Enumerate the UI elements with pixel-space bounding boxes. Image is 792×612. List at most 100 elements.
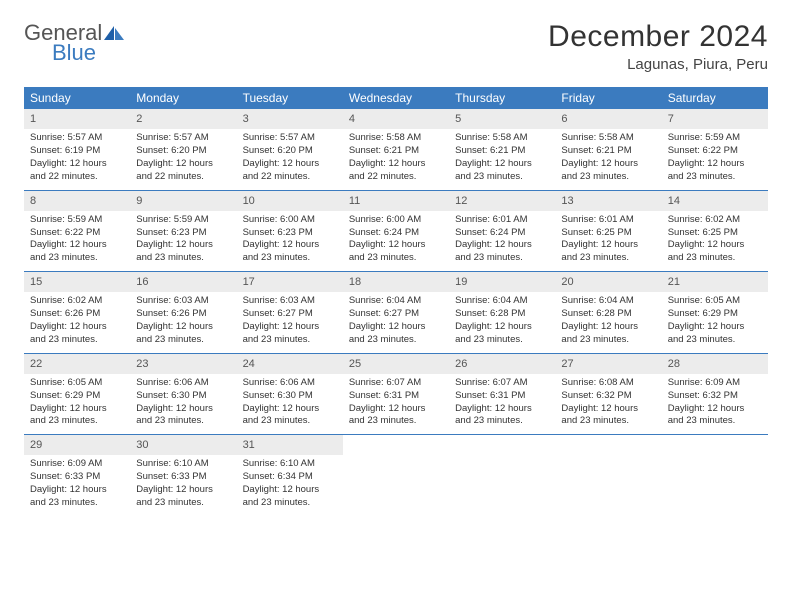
daylight-line: Daylight: 12 hours and 23 minutes. bbox=[455, 321, 549, 347]
day-details: Sunrise: 6:00 AMSunset: 6:24 PMDaylight:… bbox=[343, 211, 449, 271]
calendar-day-cell: 11Sunrise: 6:00 AMSunset: 6:24 PMDayligh… bbox=[343, 191, 449, 272]
daylight-line: Daylight: 12 hours and 23 minutes. bbox=[243, 321, 337, 347]
sunrise-line: Sunrise: 6:10 AM bbox=[243, 458, 337, 471]
daylight-line: Daylight: 12 hours and 22 minutes. bbox=[243, 158, 337, 184]
calendar-day-cell: 25Sunrise: 6:07 AMSunset: 6:31 PMDayligh… bbox=[343, 354, 449, 435]
sunrise-line: Sunrise: 6:07 AM bbox=[349, 377, 443, 390]
sunrise-line: Sunrise: 6:01 AM bbox=[455, 214, 549, 227]
calendar-day-cell: 23Sunrise: 6:06 AMSunset: 6:30 PMDayligh… bbox=[130, 354, 236, 435]
day-details: Sunrise: 5:58 AMSunset: 6:21 PMDaylight:… bbox=[343, 129, 449, 189]
daylight-line: Daylight: 12 hours and 23 minutes. bbox=[243, 239, 337, 265]
day-details: Sunrise: 6:02 AMSunset: 6:25 PMDaylight:… bbox=[662, 211, 768, 271]
calendar-day-cell: 8Sunrise: 5:59 AMSunset: 6:22 PMDaylight… bbox=[24, 191, 130, 272]
sunset-line: Sunset: 6:34 PM bbox=[243, 471, 337, 484]
weekday-header: Thursday bbox=[449, 87, 555, 109]
day-details: Sunrise: 6:10 AMSunset: 6:33 PMDaylight:… bbox=[130, 455, 236, 515]
sunset-line: Sunset: 6:28 PM bbox=[455, 308, 549, 321]
calendar-day-cell: 4Sunrise: 5:58 AMSunset: 6:21 PMDaylight… bbox=[343, 109, 449, 190]
day-number: 1 bbox=[24, 109, 130, 129]
day-details: Sunrise: 5:57 AMSunset: 6:19 PMDaylight:… bbox=[24, 129, 130, 189]
daylight-line: Daylight: 12 hours and 23 minutes. bbox=[561, 403, 655, 429]
day-number: 21 bbox=[662, 272, 768, 292]
brand-logo: General Blue bbox=[24, 20, 124, 64]
sunrise-line: Sunrise: 6:04 AM bbox=[561, 295, 655, 308]
day-number: 29 bbox=[24, 435, 130, 455]
daylight-line: Daylight: 12 hours and 23 minutes. bbox=[136, 321, 230, 347]
day-number: 2 bbox=[130, 109, 236, 129]
day-details: Sunrise: 6:04 AMSunset: 6:28 PMDaylight:… bbox=[555, 292, 661, 352]
sunrise-line: Sunrise: 6:00 AM bbox=[243, 214, 337, 227]
day-details: Sunrise: 6:06 AMSunset: 6:30 PMDaylight:… bbox=[237, 374, 343, 434]
calendar-day-cell: 6Sunrise: 5:58 AMSunset: 6:21 PMDaylight… bbox=[555, 109, 661, 190]
daylight-line: Daylight: 12 hours and 23 minutes. bbox=[30, 321, 124, 347]
sunrise-line: Sunrise: 6:05 AM bbox=[30, 377, 124, 390]
weekday-header: Monday bbox=[130, 87, 236, 109]
sunrise-line: Sunrise: 5:59 AM bbox=[30, 214, 124, 227]
daylight-line: Daylight: 12 hours and 23 minutes. bbox=[455, 403, 549, 429]
page-header: General Blue December 2024 Lagunas, Piur… bbox=[24, 20, 768, 73]
calendar-day-cell: 21Sunrise: 6:05 AMSunset: 6:29 PMDayligh… bbox=[662, 272, 768, 353]
day-number: 31 bbox=[237, 435, 343, 455]
sunset-line: Sunset: 6:31 PM bbox=[455, 390, 549, 403]
daylight-line: Daylight: 12 hours and 22 minutes. bbox=[349, 158, 443, 184]
sunset-line: Sunset: 6:22 PM bbox=[668, 145, 762, 158]
calendar-empty-cell bbox=[555, 435, 661, 516]
page-title: December 2024 bbox=[548, 20, 768, 54]
calendar-day-cell: 24Sunrise: 6:06 AMSunset: 6:30 PMDayligh… bbox=[237, 354, 343, 435]
daylight-line: Daylight: 12 hours and 23 minutes. bbox=[561, 158, 655, 184]
calendar-day-cell: 12Sunrise: 6:01 AMSunset: 6:24 PMDayligh… bbox=[449, 191, 555, 272]
day-details: Sunrise: 6:07 AMSunset: 6:31 PMDaylight:… bbox=[449, 374, 555, 434]
day-details: Sunrise: 6:08 AMSunset: 6:32 PMDaylight:… bbox=[555, 374, 661, 434]
sunset-line: Sunset: 6:31 PM bbox=[349, 390, 443, 403]
day-details: Sunrise: 5:57 AMSunset: 6:20 PMDaylight:… bbox=[237, 129, 343, 189]
day-details: Sunrise: 6:09 AMSunset: 6:33 PMDaylight:… bbox=[24, 455, 130, 515]
sunset-line: Sunset: 6:23 PM bbox=[243, 227, 337, 240]
daylight-line: Daylight: 12 hours and 23 minutes. bbox=[30, 239, 124, 265]
day-number: 20 bbox=[555, 272, 661, 292]
day-details: Sunrise: 6:04 AMSunset: 6:27 PMDaylight:… bbox=[343, 292, 449, 352]
sunrise-line: Sunrise: 6:03 AM bbox=[243, 295, 337, 308]
calendar-day-cell: 19Sunrise: 6:04 AMSunset: 6:28 PMDayligh… bbox=[449, 272, 555, 353]
calendar-day-cell: 17Sunrise: 6:03 AMSunset: 6:27 PMDayligh… bbox=[237, 272, 343, 353]
calendar-day-cell: 31Sunrise: 6:10 AMSunset: 6:34 PMDayligh… bbox=[237, 435, 343, 516]
calendar-day-cell: 7Sunrise: 5:59 AMSunset: 6:22 PMDaylight… bbox=[662, 109, 768, 190]
daylight-line: Daylight: 12 hours and 23 minutes. bbox=[668, 239, 762, 265]
day-number: 26 bbox=[449, 354, 555, 374]
daylight-line: Daylight: 12 hours and 23 minutes. bbox=[668, 158, 762, 184]
weekday-header: Friday bbox=[555, 87, 661, 109]
weekday-header: Saturday bbox=[662, 87, 768, 109]
day-number: 6 bbox=[555, 109, 661, 129]
calendar-day-cell: 20Sunrise: 6:04 AMSunset: 6:28 PMDayligh… bbox=[555, 272, 661, 353]
sunset-line: Sunset: 6:32 PM bbox=[668, 390, 762, 403]
calendar-day-cell: 26Sunrise: 6:07 AMSunset: 6:31 PMDayligh… bbox=[449, 354, 555, 435]
day-details: Sunrise: 6:07 AMSunset: 6:31 PMDaylight:… bbox=[343, 374, 449, 434]
sunrise-line: Sunrise: 6:08 AM bbox=[561, 377, 655, 390]
calendar-day-cell: 22Sunrise: 6:05 AMSunset: 6:29 PMDayligh… bbox=[24, 354, 130, 435]
sunset-line: Sunset: 6:26 PM bbox=[136, 308, 230, 321]
daylight-line: Daylight: 12 hours and 23 minutes. bbox=[455, 239, 549, 265]
sunrise-line: Sunrise: 6:02 AM bbox=[668, 214, 762, 227]
sunset-line: Sunset: 6:25 PM bbox=[561, 227, 655, 240]
sunrise-line: Sunrise: 5:57 AM bbox=[136, 132, 230, 145]
sunrise-line: Sunrise: 6:01 AM bbox=[561, 214, 655, 227]
sunrise-line: Sunrise: 6:04 AM bbox=[349, 295, 443, 308]
day-details: Sunrise: 6:05 AMSunset: 6:29 PMDaylight:… bbox=[662, 292, 768, 352]
calendar-empty-cell bbox=[662, 435, 768, 516]
weekday-header: Sunday bbox=[24, 87, 130, 109]
day-number: 5 bbox=[449, 109, 555, 129]
sunrise-line: Sunrise: 6:09 AM bbox=[30, 458, 124, 471]
day-number: 8 bbox=[24, 191, 130, 211]
sunrise-line: Sunrise: 5:58 AM bbox=[455, 132, 549, 145]
day-number: 13 bbox=[555, 191, 661, 211]
sunrise-line: Sunrise: 6:02 AM bbox=[30, 295, 124, 308]
daylight-line: Daylight: 12 hours and 23 minutes. bbox=[668, 321, 762, 347]
sunrise-line: Sunrise: 6:06 AM bbox=[243, 377, 337, 390]
daylight-line: Daylight: 12 hours and 23 minutes. bbox=[30, 403, 124, 429]
daylight-line: Daylight: 12 hours and 23 minutes. bbox=[349, 321, 443, 347]
sunset-line: Sunset: 6:21 PM bbox=[561, 145, 655, 158]
sunrise-line: Sunrise: 5:59 AM bbox=[668, 132, 762, 145]
calendar-week-row: 1Sunrise: 5:57 AMSunset: 6:19 PMDaylight… bbox=[24, 109, 768, 191]
calendar-week-row: 15Sunrise: 6:02 AMSunset: 6:26 PMDayligh… bbox=[24, 272, 768, 354]
day-details: Sunrise: 6:01 AMSunset: 6:25 PMDaylight:… bbox=[555, 211, 661, 271]
daylight-line: Daylight: 12 hours and 23 minutes. bbox=[243, 403, 337, 429]
